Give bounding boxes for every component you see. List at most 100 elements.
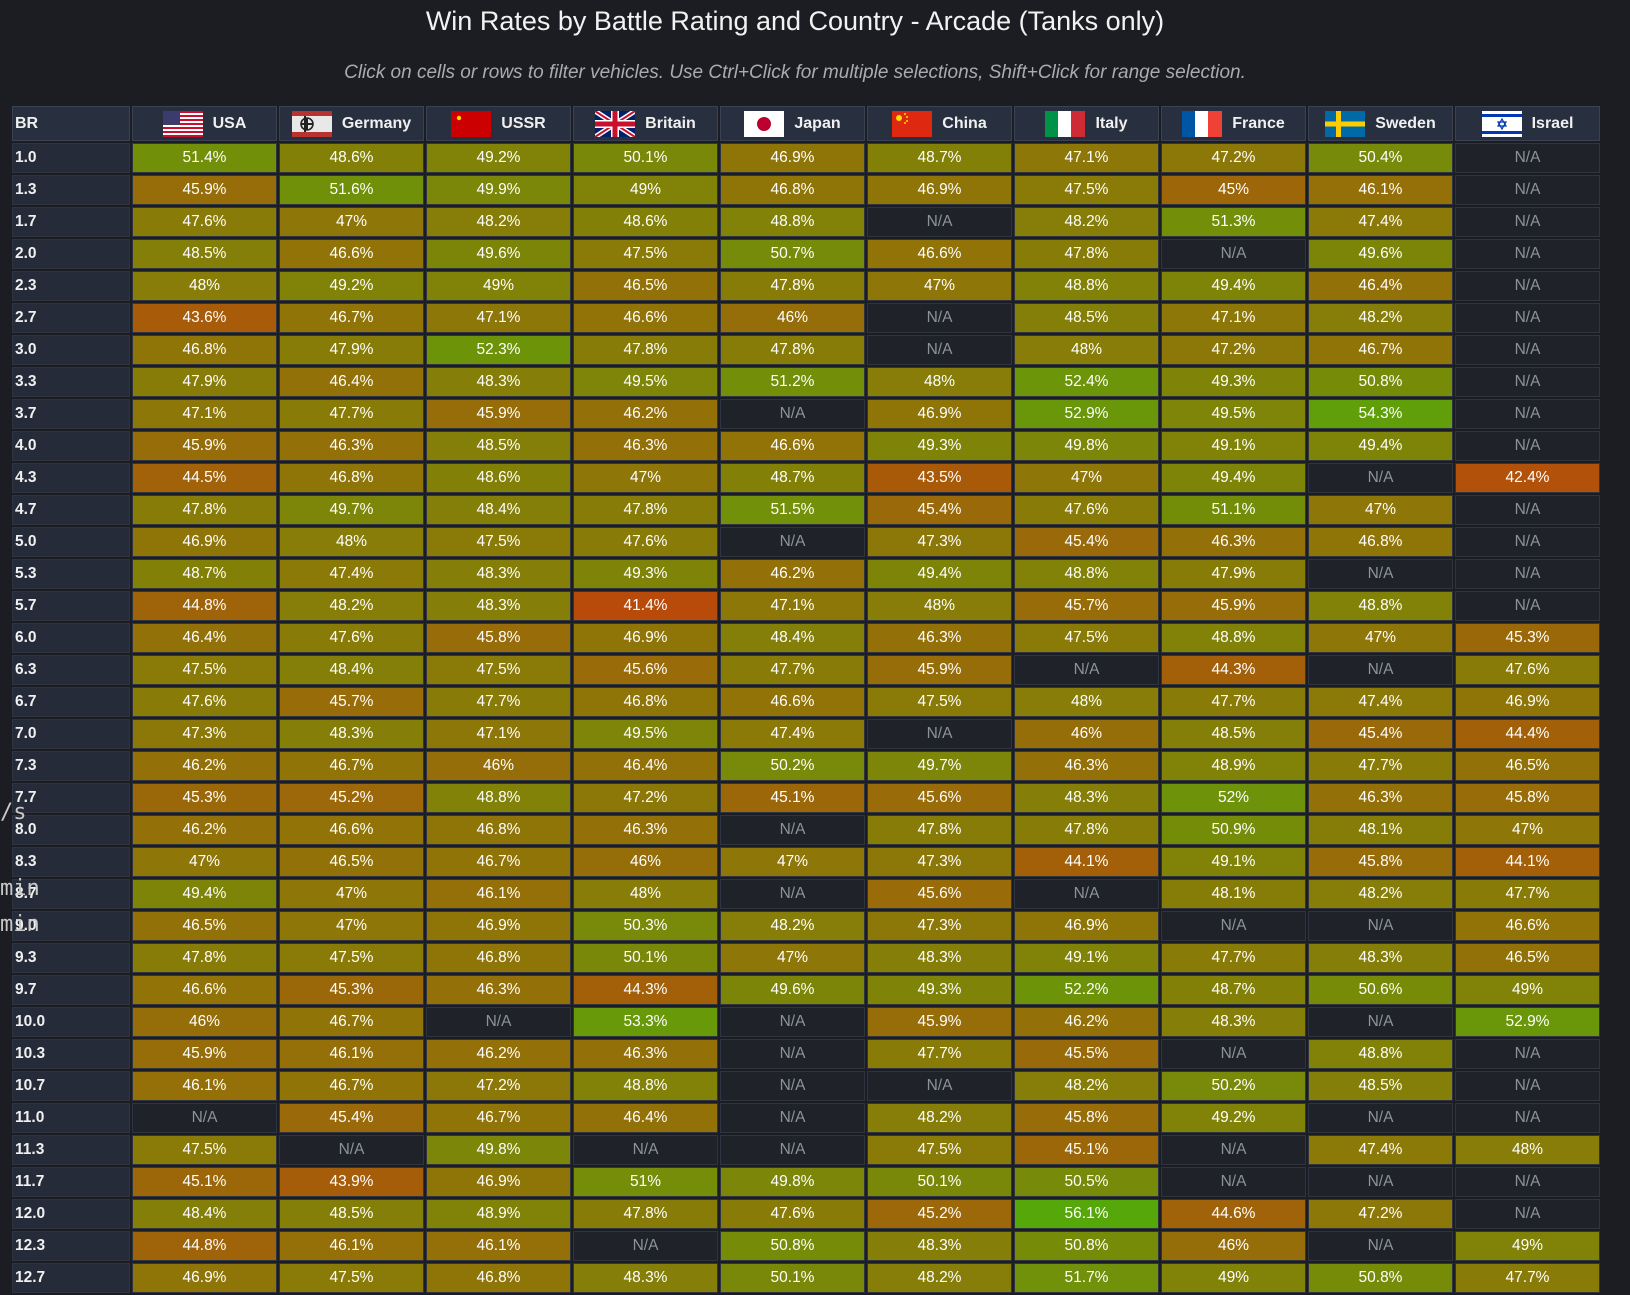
table-row[interactable]: 11.0 N/A 45.4% 46.7% 46.4% N/A 48.2% 45.8% 49.2%… — [12, 1103, 1600, 1133]
winrate-cell[interactable]: 47.4% — [1308, 687, 1453, 717]
winrate-cell[interactable]: 47.6% — [132, 207, 277, 237]
table-row[interactable]: 9.0 46.5% 47% 46.9% 50.3% 48.2% 47.3% 46.9% N/A N… — [12, 911, 1600, 941]
winrate-cell[interactable]: 47.9% — [279, 335, 424, 365]
winrate-cell[interactable]: 49% — [1161, 1263, 1306, 1293]
winrate-cell[interactable]: 47.1% — [1161, 303, 1306, 333]
winrate-cell[interactable]: 48.8% — [426, 783, 571, 813]
winrate-cell[interactable]: N/A — [1308, 1167, 1453, 1197]
winrate-cell[interactable]: N/A — [720, 879, 865, 909]
table-row[interactable]: 2.3 48% 49.2% 49% 46.5% 47.8% 47% 48.8% 49.4% 46.… — [12, 271, 1600, 301]
br-cell[interactable]: 5.7 — [12, 591, 130, 621]
winrate-cell[interactable]: 43.5% — [867, 463, 1012, 493]
winrate-cell[interactable]: 46.1% — [279, 1039, 424, 1069]
winrate-cell[interactable]: 48.5% — [279, 1199, 424, 1229]
winrate-cell[interactable]: 46.3% — [1161, 527, 1306, 557]
winrate-cell[interactable]: 51.4% — [132, 143, 277, 173]
winrate-cell[interactable]: 46.8% — [573, 687, 718, 717]
winrate-cell[interactable]: 51% — [573, 1167, 718, 1197]
winrate-cell[interactable]: 48.2% — [867, 1103, 1012, 1133]
winrate-cell[interactable]: 46.3% — [867, 623, 1012, 653]
winrate-cell[interactable]: 46.7% — [1308, 335, 1453, 365]
winrate-cell[interactable]: 49.2% — [279, 271, 424, 301]
winrate-cell[interactable]: 48.3% — [1308, 943, 1453, 973]
winrate-cell[interactable]: 47.2% — [573, 783, 718, 813]
table-row[interactable]: 9.7 46.6% 45.3% 46.3% 44.3% 49.6% 49.3% 52.2% 48… — [12, 975, 1600, 1005]
table-row[interactable]: 2.0 48.5% 46.6% 49.6% 47.5% 50.7% 46.6% 47.8% N/… — [12, 239, 1600, 269]
winrate-cell[interactable]: 46.6% — [279, 239, 424, 269]
table-row[interactable]: 12.7 46.9% 47.5% 46.8% 48.3% 50.1% 48.2% 51.7% 4… — [12, 1263, 1600, 1293]
winrate-cell[interactable]: 49% — [1455, 975, 1600, 1005]
winrate-cell[interactable]: 47.8% — [1014, 815, 1159, 845]
winrate-cell[interactable]: 46.2% — [573, 399, 718, 429]
winrate-cell[interactable]: 46.3% — [573, 815, 718, 845]
winrate-cell[interactable]: N/A — [1455, 271, 1600, 301]
winrate-cell[interactable]: 41.4% — [573, 591, 718, 621]
winrate-cell[interactable]: 49.5% — [573, 719, 718, 749]
winrate-cell[interactable]: 47.4% — [1308, 1135, 1453, 1165]
br-cell[interactable]: 9.0 — [12, 911, 130, 941]
winrate-cell[interactable]: 46.3% — [573, 431, 718, 461]
winrate-cell[interactable]: 51.1% — [1161, 495, 1306, 525]
winrate-cell[interactable]: 48.9% — [1161, 751, 1306, 781]
winrate-cell[interactable]: 48.1% — [1308, 815, 1453, 845]
table-row[interactable]: 1.3 45.9% 51.6% 49.9% 49% 46.8% 46.9% 47.5% 45% 4… — [12, 175, 1600, 205]
winrate-cell[interactable]: N/A — [1455, 175, 1600, 205]
winrate-cell[interactable]: 49.2% — [1161, 1103, 1306, 1133]
winrate-cell[interactable]: 47% — [720, 847, 865, 877]
winrate-cell[interactable]: 47.5% — [867, 687, 1012, 717]
winrate-cell[interactable]: 47.2% — [1161, 335, 1306, 365]
winrate-cell[interactable]: N/A — [1455, 367, 1600, 397]
winrate-cell[interactable]: 46.9% — [867, 175, 1012, 205]
winrate-cell[interactable]: 48.8% — [1014, 271, 1159, 301]
winrate-cell[interactable]: 47.5% — [132, 1135, 277, 1165]
winrate-cell[interactable]: 45% — [1161, 175, 1306, 205]
winrate-cell[interactable]: 49.7% — [279, 495, 424, 525]
winrate-cell[interactable]: 46% — [573, 847, 718, 877]
winrate-cell[interactable]: 46.9% — [720, 143, 865, 173]
winrate-cell[interactable]: 46.1% — [279, 1231, 424, 1261]
winrate-cell[interactable]: 47.7% — [720, 655, 865, 685]
br-cell[interactable]: 8.7 — [12, 879, 130, 909]
winrate-cell[interactable]: 45.4% — [1014, 527, 1159, 557]
winrate-cell[interactable]: 50.4% — [1308, 143, 1453, 173]
winrate-cell[interactable]: 46% — [1161, 1231, 1306, 1261]
winrate-cell[interactable]: 44.4% — [1455, 719, 1600, 749]
winrate-cell[interactable]: 49.6% — [720, 975, 865, 1005]
winrate-cell[interactable]: 45.8% — [1014, 1103, 1159, 1133]
winrate-cell[interactable]: 44.6% — [1161, 1199, 1306, 1229]
winrate-cell[interactable]: 51.6% — [279, 175, 424, 205]
winrate-cell[interactable]: N/A — [720, 1039, 865, 1069]
winrate-cell[interactable]: 45.9% — [1161, 591, 1306, 621]
table-row[interactable]: 4.3 44.5% 46.8% 48.6% 47% 48.7% 43.5% 47% 49.4% N… — [12, 463, 1600, 493]
winrate-cell[interactable]: 49.5% — [1161, 399, 1306, 429]
table-row[interactable]: 1.0 51.4% 48.6% 49.2% 50.1% 46.9% 48.7% 47.1% 47… — [12, 143, 1600, 173]
winrate-cell[interactable]: 47.1% — [426, 719, 571, 749]
winrate-cell[interactable]: 47.2% — [1161, 143, 1306, 173]
winrate-cell[interactable]: N/A — [1308, 1231, 1453, 1261]
winrate-cell[interactable]: 46.4% — [1308, 271, 1453, 301]
winrate-cell[interactable]: N/A — [720, 815, 865, 845]
br-cell[interactable]: 3.7 — [12, 399, 130, 429]
winrate-cell[interactable]: 45.3% — [132, 783, 277, 813]
winrate-cell[interactable]: 47.2% — [426, 1071, 571, 1101]
winrate-cell[interactable]: N/A — [1308, 1103, 1453, 1133]
winrate-cell[interactable]: 46.9% — [1455, 687, 1600, 717]
table-row[interactable]: 8.3 47% 46.5% 46.7% 46% 47% 47.3% 44.1% 49.1% 45.… — [12, 847, 1600, 877]
winrate-cell[interactable]: 46.8% — [720, 175, 865, 205]
winrate-cell[interactable]: 46.8% — [279, 463, 424, 493]
table-row[interactable]: 3.7 47.1% 47.7% 45.9% 46.2% N/A 46.9% 52.9% 49.5… — [12, 399, 1600, 429]
br-cell[interactable]: 12.7 — [12, 1263, 130, 1293]
winrate-cell[interactable]: 48.2% — [1014, 1071, 1159, 1101]
winrate-cell[interactable]: 46.6% — [720, 431, 865, 461]
winrate-cell[interactable]: 48.5% — [1161, 719, 1306, 749]
winrate-cell[interactable]: 48.6% — [426, 463, 571, 493]
br-cell[interactable]: 6.7 — [12, 687, 130, 717]
winrate-cell[interactable]: 49.4% — [867, 559, 1012, 589]
winrate-cell[interactable]: 49.4% — [132, 879, 277, 909]
br-cell[interactable]: 1.7 — [12, 207, 130, 237]
winrate-cell[interactable]: 50.6% — [1308, 975, 1453, 1005]
winrate-cell[interactable]: 47% — [1455, 815, 1600, 845]
winrate-cell[interactable]: 48.2% — [279, 591, 424, 621]
winrate-cell[interactable]: 48.2% — [1308, 303, 1453, 333]
winrate-cell[interactable]: 48.4% — [132, 1199, 277, 1229]
